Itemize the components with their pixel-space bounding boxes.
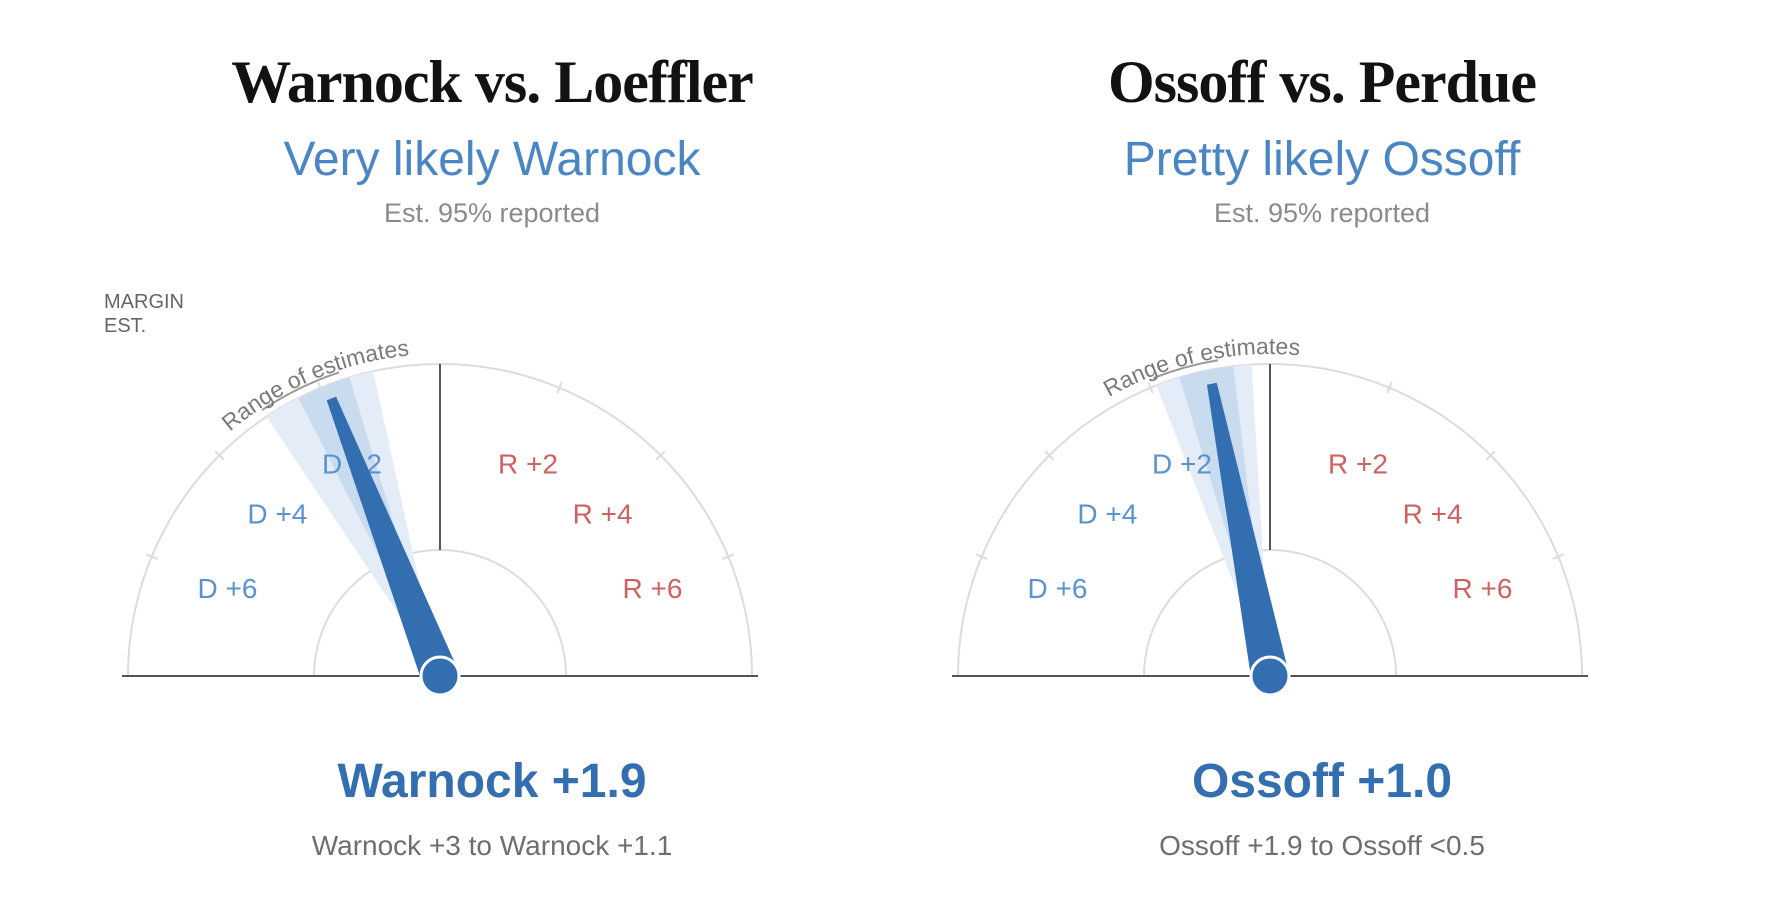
- gauge-tick: [214, 450, 225, 461]
- tick-label: R +2: [1328, 449, 1388, 480]
- race-status: Pretty likely Ossoff: [1123, 133, 1521, 186]
- tick-label: R +6: [1453, 573, 1513, 604]
- reporting-status: Est. 95% reported: [1213, 198, 1431, 228]
- tick-label: D +4: [1077, 498, 1137, 529]
- tick-label: R +4: [1403, 498, 1463, 529]
- needle-hub: [419, 655, 461, 697]
- tick-label: D +4: [247, 498, 307, 529]
- race-status: Very likely Warnock: [283, 133, 701, 186]
- gauge-tick: [317, 381, 324, 394]
- gauge-tick: [145, 553, 158, 560]
- gauge-tick: [975, 553, 988, 560]
- estimate-range: Ossoff +1.9 to Ossoff <0.5: [1159, 830, 1485, 861]
- needle: [326, 396, 458, 683]
- needle: [1206, 382, 1289, 680]
- margin-est-label: MARGIN EST.: [104, 290, 184, 338]
- leader-margin: Warnock +1.9: [337, 755, 647, 808]
- race-title: Ossoff vs. Perdue: [1108, 49, 1537, 115]
- gauge-inner-arc: [1143, 549, 1397, 677]
- race-panel-warnock-loeffler: Warnock vs. Loeffler Very likely Warnock…: [82, 0, 902, 918]
- gauge-tick: [722, 553, 735, 560]
- margin-est-line-2: EST.: [104, 315, 147, 337]
- needle-hub: [1249, 655, 1291, 697]
- race-panel-ossoff-perdue: Ossoff vs. Perdue Pretty likely Ossoff E…: [912, 0, 1732, 918]
- gauge-tick: [1485, 450, 1496, 461]
- tick-label: R +4: [573, 498, 633, 529]
- leader-margin: Ossoff +1.0: [1191, 755, 1453, 808]
- tick-label: D +6: [1028, 573, 1088, 604]
- gauge-inner-arc: [313, 549, 567, 677]
- tick-label: D +6: [198, 573, 258, 604]
- gauge-tick: [556, 381, 563, 394]
- margin-est-line-1: MARGIN: [104, 291, 184, 313]
- gauge-tick: [655, 450, 666, 461]
- race-title: Warnock vs. Loeffler: [231, 49, 754, 115]
- reporting-status: Est. 95% reported: [383, 198, 601, 228]
- gauge-tick: [1552, 553, 1565, 560]
- range-bracket: [261, 371, 340, 411]
- tick-label: R +6: [623, 573, 683, 604]
- range-bracket: [1153, 359, 1219, 379]
- tick-label: R +2: [498, 449, 558, 480]
- gauge-tick: [1147, 381, 1154, 394]
- tick-label: D +2: [1152, 449, 1212, 480]
- gauge-tick: [1386, 381, 1393, 394]
- gauge-tick: [1044, 450, 1055, 461]
- estimate-range: Warnock +3 to Warnock +1.1: [311, 830, 673, 861]
